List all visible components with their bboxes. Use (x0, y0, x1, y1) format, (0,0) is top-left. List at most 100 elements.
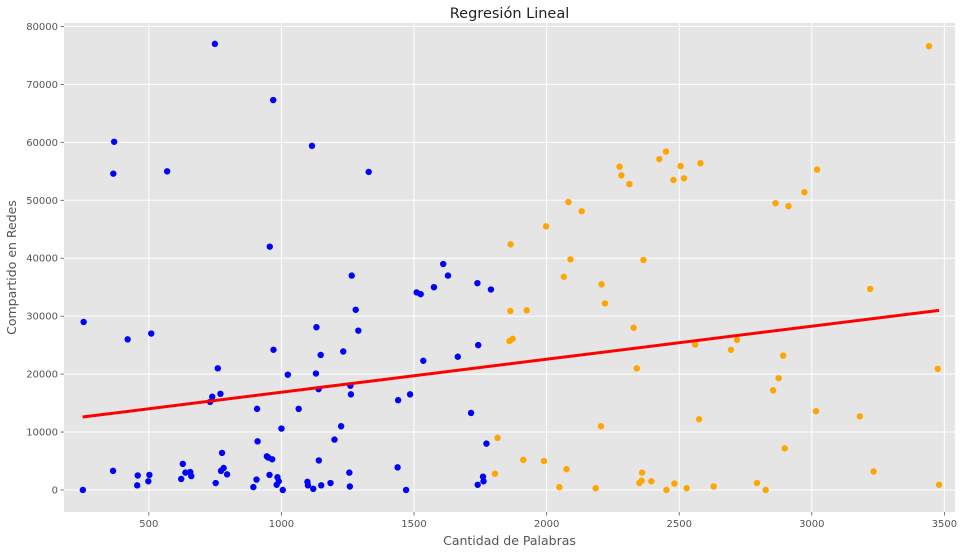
scatter-point-orange (630, 324, 637, 331)
scatter-point-blue (146, 471, 153, 479)
y-tick-label: 10000 (26, 428, 58, 439)
y-tick-label: 80000 (26, 22, 58, 33)
scatter-point-orange (727, 346, 735, 353)
scatter-point-blue (266, 243, 273, 250)
scatter-point-blue (179, 460, 186, 468)
scatter-point-blue (182, 469, 189, 476)
scatter-point-orange (710, 483, 717, 490)
scatter-point-orange (870, 468, 877, 475)
scatter-point-orange (785, 202, 792, 210)
scatter-point-orange (670, 176, 677, 184)
scatter-point-blue (467, 409, 475, 417)
scatter-point-orange (509, 335, 516, 342)
scatter-point-blue (355, 327, 362, 334)
scatter-point-orange (663, 486, 670, 494)
scatter-point-blue (218, 449, 226, 457)
scatter-point-orange (556, 483, 563, 491)
scatter-point-orange (597, 423, 605, 430)
scatter-point-orange (491, 470, 499, 477)
scatter-point-blue (188, 472, 195, 480)
scatter-point-blue (148, 330, 155, 337)
scatter-point-blue (365, 168, 372, 176)
scatter-point-orange (507, 241, 514, 248)
scatter-point-blue (327, 479, 334, 487)
scatter-point-blue (212, 479, 219, 487)
scatter-point-blue (254, 438, 261, 445)
scatter-point-blue (275, 478, 282, 485)
scatter-point-blue (474, 481, 481, 488)
scatter-point-orange (523, 307, 530, 314)
y-tick-label: 40000 (26, 254, 58, 265)
chart-title: Regresión Lineal (450, 6, 570, 22)
scatter-point-orange (567, 256, 574, 263)
scatter-point-blue (223, 471, 231, 478)
scatter-point-orange (662, 148, 670, 155)
scatter-point-orange (779, 352, 787, 359)
scatter-point-blue (124, 336, 131, 343)
scatter-point-blue (479, 473, 487, 480)
x-tick-label: 500 (139, 519, 158, 530)
scatter-point-blue (394, 396, 402, 404)
scatter-point-blue (340, 348, 347, 355)
scatter-point-blue (270, 96, 277, 104)
regression-line (82, 308, 940, 419)
scatter-point-orange (677, 162, 684, 170)
scatter-point-blue (220, 464, 227, 472)
grid (64, 23, 955, 512)
x-tick-label: 2000 (534, 519, 559, 530)
scatter-point-orange (592, 485, 599, 492)
scatter-point-orange (691, 341, 699, 348)
scatter-point-orange (648, 478, 655, 485)
scatter-point-orange (601, 300, 609, 307)
scatter-point-orange (598, 281, 605, 288)
scatter-point-blue (406, 391, 414, 398)
scatter-point-blue (284, 371, 292, 378)
scatter-point-orange (507, 307, 514, 315)
scatter-point-orange (618, 172, 625, 179)
scatter-point-blue (394, 464, 401, 471)
scatter-point-blue (480, 478, 487, 485)
scatter-point-blue (420, 357, 427, 364)
scatter-point-blue (487, 286, 495, 293)
scatter-point-blue (253, 476, 260, 483)
scatter-point-orange (563, 465, 570, 473)
scatter-point-orange (772, 199, 779, 207)
scatter-point-blue (214, 365, 222, 372)
y-tick-label: 60000 (26, 138, 58, 149)
scatter-point-blue (279, 486, 286, 494)
scatter-point-blue (346, 469, 353, 476)
scatter-point-blue (483, 440, 490, 447)
scatter-point-blue (337, 423, 345, 430)
scatter-point-blue (454, 353, 461, 360)
y-tick-label: 20000 (26, 370, 58, 381)
scatter-point-orange (775, 374, 782, 382)
x-tick-label: 1000 (269, 519, 294, 530)
scatter-point-orange (935, 481, 943, 488)
scatter-point-blue (318, 482, 325, 489)
scatter-point-blue (440, 260, 447, 268)
scatter-point-blue (348, 272, 355, 279)
scatter-point-blue (310, 485, 317, 493)
scatter-point-blue (317, 351, 324, 359)
scatter-point-blue (134, 472, 141, 479)
scatter-point-orange (812, 407, 820, 415)
scatter-point-orange (520, 456, 527, 464)
scatter-point-blue (312, 370, 320, 377)
scatter-point-blue (352, 306, 359, 313)
axis-ticks: 500 1000 1500 2000 2500 3000 3500 0 10000 20000 30… (26, 22, 957, 530)
scatter-point-blue (430, 283, 438, 291)
x-tick-label: 2500 (666, 519, 691, 530)
x-tick-label: 3000 (799, 519, 824, 530)
scatter-point-blue (315, 457, 323, 464)
scatter-point-orange (638, 469, 646, 476)
y-tick-label: 0 (52, 485, 58, 496)
scatter-point-blue (79, 486, 87, 494)
scatter-point-blue (163, 168, 171, 175)
scatter-point-orange (578, 208, 585, 215)
scatter-point-blue (331, 436, 338, 443)
scatter-point-blue (209, 393, 216, 400)
scatter-point-orange (680, 175, 688, 182)
scatter-point-blue (270, 346, 277, 353)
scatter-point-orange (866, 285, 874, 293)
scatter-point-orange (925, 42, 933, 50)
